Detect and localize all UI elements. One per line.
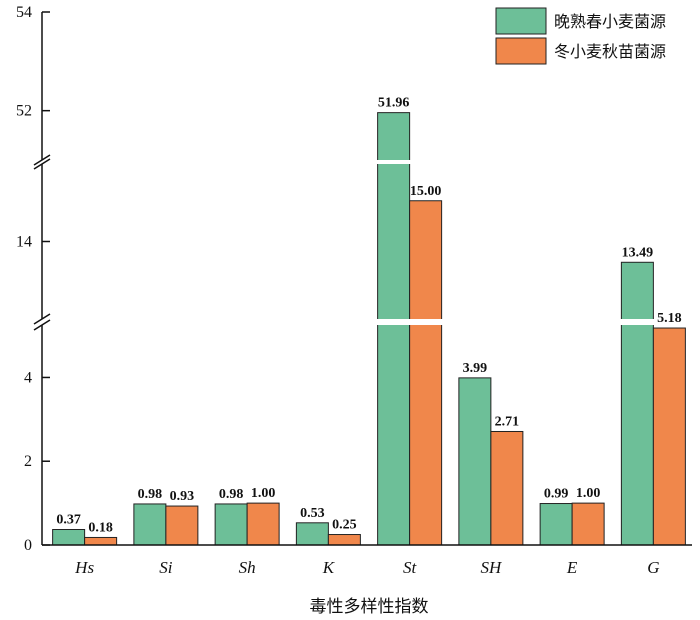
y-tick-label: 0: [24, 537, 32, 554]
bar-Sh-series1: [215, 504, 247, 545]
category-label: SH: [480, 558, 503, 577]
category-label: Sh: [239, 558, 256, 577]
bar-Si-series1: [134, 504, 166, 545]
value-label: 15.00: [410, 184, 442, 199]
y-tick-label: 2: [24, 453, 32, 470]
bar-K-series2: [328, 535, 360, 545]
axis-break-band: [43, 319, 693, 325]
value-label: 0.37: [56, 513, 81, 528]
axes: 0 2 4 14 52 54: [16, 4, 692, 554]
bars-layer: [53, 113, 686, 545]
bar-Hs-series1: [53, 530, 85, 545]
value-label: 0.98: [138, 487, 163, 502]
value-label: 1.00: [251, 486, 276, 501]
category-label: Si: [159, 558, 173, 577]
bar-SH-series1: [459, 378, 491, 545]
value-label: 0.93: [170, 489, 195, 504]
category-label: E: [566, 558, 578, 577]
axis-break-band: [43, 160, 693, 164]
value-label: 51.96: [378, 96, 410, 111]
y-tick-label: 14: [16, 234, 32, 251]
axis-break-gaps: [43, 160, 693, 325]
category-label: Hs: [74, 558, 94, 577]
bar-G-series1: [621, 262, 653, 545]
category-label: G: [647, 558, 659, 577]
legend-swatch: [496, 38, 546, 64]
value-label: 5.18: [657, 311, 682, 326]
legend-label: 晚熟春小麦菌源: [554, 12, 666, 31]
bar-St-series2: [410, 201, 442, 545]
value-label: 0.53: [300, 506, 325, 521]
bar-E-series2: [572, 503, 604, 545]
value-label: 2.71: [495, 414, 520, 429]
bar-E-series1: [540, 504, 572, 545]
bar-Si-series2: [166, 506, 198, 545]
x-axis-title: 毒性多样性指数: [310, 597, 429, 617]
bar-Hs-series2: [85, 537, 117, 545]
value-label: 0.25: [332, 518, 357, 533]
category-label: K: [322, 558, 336, 577]
category-label: St: [403, 558, 418, 577]
y-tick-label: 54: [16, 4, 32, 21]
legend-swatch: [496, 8, 546, 34]
bar-St-series1: [378, 113, 410, 545]
value-label: 3.99: [463, 361, 488, 376]
value-label: 0.18: [88, 520, 113, 535]
value-label: 0.99: [544, 487, 569, 502]
legend-label: 冬小麦秋苗菌源: [554, 42, 666, 61]
value-label: 13.49: [622, 245, 654, 260]
value-label: 0.98: [219, 487, 244, 502]
y-tick-label: 52: [16, 103, 32, 120]
bar-K-series1: [296, 523, 328, 545]
value-label: 1.00: [576, 486, 601, 501]
bar-G-series2: [653, 328, 685, 545]
y-tick-label: 4: [24, 369, 32, 386]
bar-Sh-series2: [247, 503, 279, 545]
bar-SH-series2: [491, 431, 523, 545]
